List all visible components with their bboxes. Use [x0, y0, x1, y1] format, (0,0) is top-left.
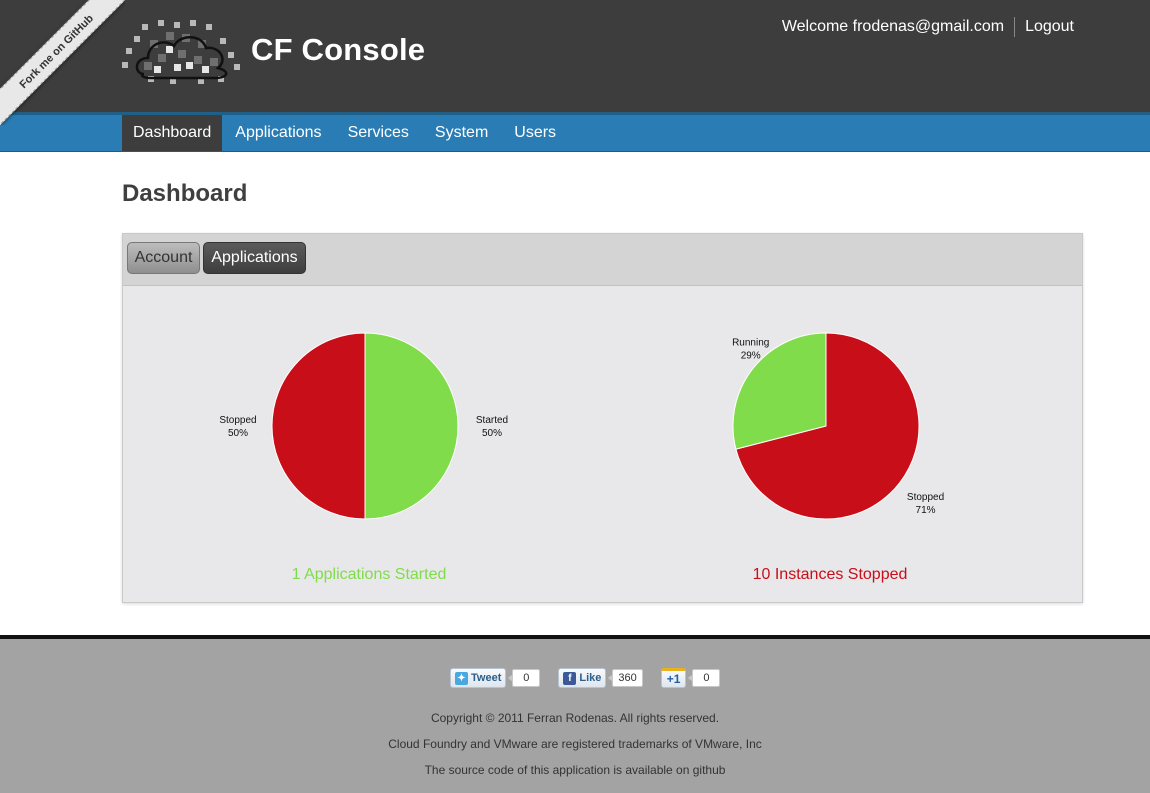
pie-label-stopped: Stopped: [219, 415, 256, 426]
page-footer: ✦ Tweet 0 f Like 360 +1 0 Copyright © 20…: [0, 635, 1150, 793]
tweet-label: Tweet: [471, 672, 502, 684]
pie-percent-started: 50%: [482, 428, 502, 439]
applications-started-caption: 1 Applications Started: [291, 566, 447, 583]
nav-item-system[interactable]: System: [434, 124, 489, 141]
pie-label-started: Started: [476, 415, 508, 426]
plus-one-count: 0: [688, 669, 721, 687]
like-count: 360: [608, 669, 643, 687]
brand-title: CF Console: [251, 32, 426, 67]
welcome-text: Welcome frodenas@gmail.com: [781, 18, 1005, 35]
trademark-text: Cloud Foundry and VMware are registered …: [388, 737, 762, 751]
pie-percent-running: 29%: [741, 351, 761, 362]
fork-me-ribbon[interactable]: Fork me on GitHub: [0, 0, 125, 125]
twitter-bird-icon: ✦: [455, 671, 468, 685]
tab-account[interactable]: Account: [127, 242, 200, 274]
cloud-logo-icon: [122, 20, 240, 84]
tweet-count: 0: [508, 669, 541, 687]
panel-tab-bar: Account Applications: [123, 234, 1082, 286]
like-button[interactable]: f Like: [558, 668, 607, 688]
copyright-text: Copyright © 2011 Ferran Rodenas. All rig…: [430, 711, 720, 725]
nav-item-users[interactable]: Users: [514, 124, 557, 141]
pie-label-running: Running: [732, 338, 769, 349]
social-buttons: ✦ Tweet 0 f Like 360 +1 0: [450, 668, 721, 688]
logout-link[interactable]: Logout: [1025, 18, 1074, 35]
pie-slice-stopped: [735, 332, 920, 520]
applications-pie-svg: Started 50% Stopped 50%: [219, 332, 508, 520]
nav-list: Dashboard Applications Services System U…: [122, 115, 569, 151]
source-code-text: The source code of this application is a…: [424, 763, 726, 777]
user-box: Welcome frodenas@gmail.com Logout: [782, 17, 1074, 37]
facebook-icon: f: [563, 671, 577, 685]
page-title: Dashboard: [122, 180, 248, 207]
top-header: CF Console Welcome frodenas@gmail.com Lo…: [0, 0, 1150, 112]
pie-percent-stopped: 71%: [916, 505, 936, 516]
instances-pie-svg: Stopped 71% Running 29%: [732, 332, 944, 520]
nav-item-dashboard[interactable]: Dashboard: [122, 115, 223, 151]
plus-one-label: +1: [666, 672, 681, 686]
nav-item-services[interactable]: Services: [347, 124, 409, 141]
pie-label-stopped: Stopped: [907, 492, 944, 503]
tab-applications[interactable]: Applications: [203, 242, 306, 274]
instances-stopped-caption: 10 Instances Stopped: [752, 566, 908, 583]
main-navbar: Dashboard Applications Services System U…: [0, 112, 1150, 152]
nav-item-applications[interactable]: Applications: [235, 124, 322, 141]
divider: [1014, 17, 1016, 37]
fork-ribbon-container: Fork me on GitHub: [0, 0, 125, 125]
pie-percent-stopped: 50%: [228, 428, 248, 439]
plus-one-button[interactable]: +1: [660, 668, 687, 688]
tweet-button[interactable]: ✦ Tweet: [450, 668, 507, 688]
instances-pie-chart: Stopped 71% Running 29%: [586, 285, 1066, 535]
pie-slice-started: [364, 332, 459, 520]
like-label: Like: [579, 672, 602, 684]
pie-slice-stopped: [271, 332, 366, 520]
applications-pie-chart: Started 50% Stopped 50%: [126, 285, 606, 535]
pie-slice-running: [732, 332, 827, 450]
